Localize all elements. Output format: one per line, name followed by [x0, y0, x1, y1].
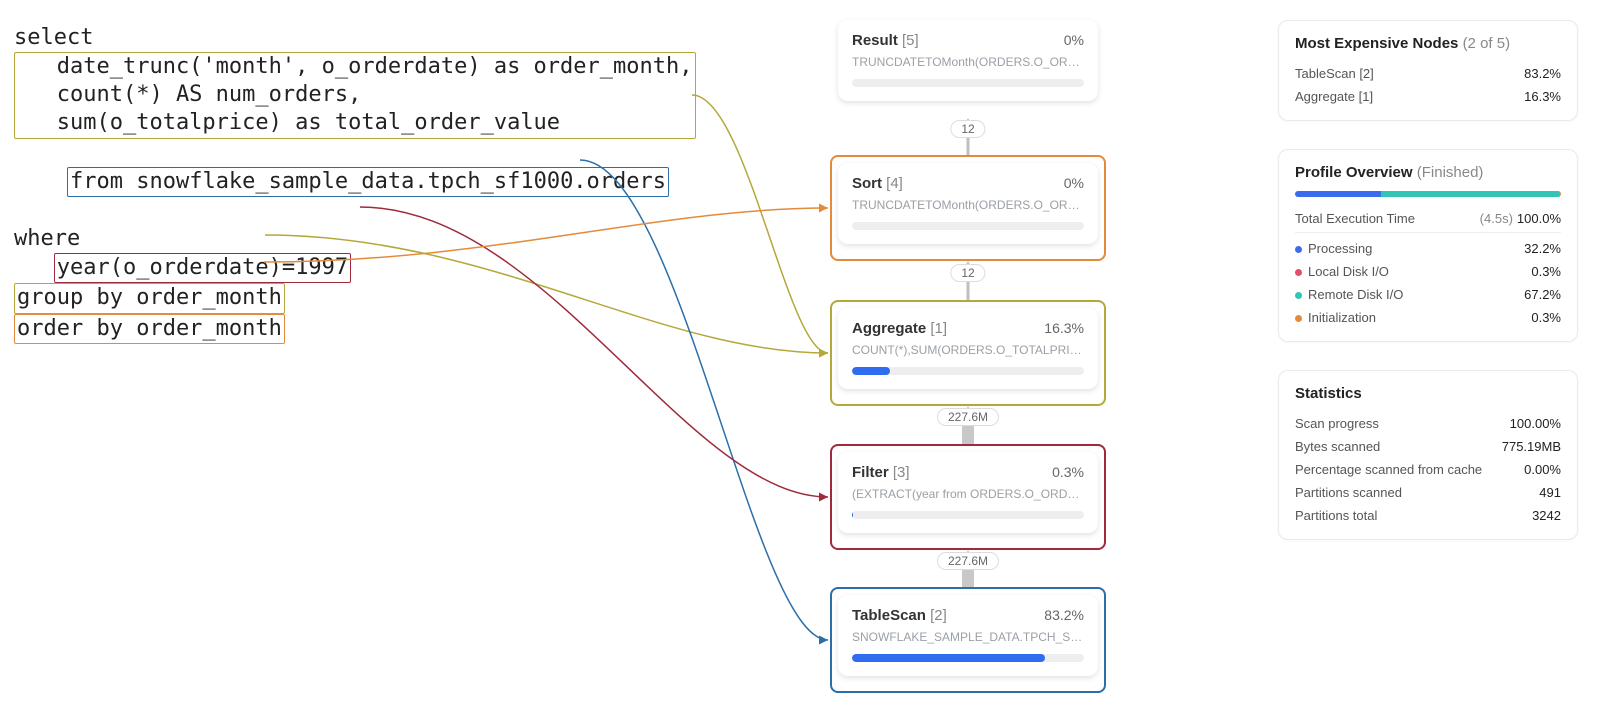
plan-node-aggregate[interactable]: Aggregate [1] 16.3% COUNT(*),SUM(ORDERS.O_… [838, 308, 1098, 389]
value: 67.2% [1524, 287, 1561, 302]
node-header: TableScan [2] 83.2% [852, 607, 1084, 624]
plan-node-tablescan[interactable]: TableScan [2] 83.2% SNOWFLAKE_SAMPLE_DATA.… [838, 595, 1098, 676]
value: (4.5s) 100.0% [1480, 211, 1561, 226]
label: TableScan [2] [1295, 66, 1374, 81]
stat-row: Partitions total 3242 [1295, 504, 1561, 527]
most-expensive-panel: Most Expensive Nodes (2 of 5) TableScan … [1278, 20, 1578, 121]
node-detail: SNOWFLAKE_SAMPLE_DATA.TPCH_SF1… [852, 630, 1084, 644]
node-detail: TRUNCDATETOMonth(ORDERS.O_ORDE… [852, 55, 1084, 69]
node-pct: 83.2% [1044, 607, 1084, 623]
panel-title: Most Expensive Nodes (2 of 5) [1295, 35, 1561, 52]
node-index: [3] [893, 464, 910, 481]
sidebar: Most Expensive Nodes (2 of 5) TableScan … [1278, 20, 1578, 540]
node-pct: 0% [1064, 175, 1084, 191]
profile-overview-panel: Profile Overview (Finished) Total Execut… [1278, 149, 1578, 342]
node-progress-bar [852, 367, 1084, 375]
label: Local Disk I/O [1295, 264, 1389, 279]
label: Remote Disk I/O [1295, 287, 1403, 302]
node-index: [2] [930, 607, 947, 624]
stat-row: Scan progress 100.00% [1295, 412, 1561, 435]
profile-row: Processing 32.2% [1295, 237, 1561, 260]
panel-title: Profile Overview (Finished) [1295, 164, 1561, 181]
overview-bar-segment [1381, 191, 1560, 197]
value: 32.2% [1524, 241, 1561, 256]
overview-bar-segment [1560, 191, 1561, 197]
node-title: Result [5] [852, 32, 919, 49]
node-title: Aggregate [1] [852, 320, 947, 337]
node-progress-bar [852, 79, 1084, 87]
expensive-node-row[interactable]: Aggregate [1] 16.3% [1295, 85, 1561, 108]
profile-row: Initialization 0.3% [1295, 306, 1561, 329]
label: Partitions scanned [1295, 485, 1402, 500]
node-index: [5] [902, 32, 919, 49]
panel-title-text: Most Expensive Nodes [1295, 35, 1458, 52]
overview-bar-segment [1295, 191, 1381, 197]
value: 100.00% [1510, 416, 1561, 431]
node-progress-bar [852, 222, 1084, 230]
node-index: [1] [930, 320, 947, 337]
value: 0.3% [1531, 310, 1561, 325]
node-index: [4] [886, 175, 903, 192]
panel-subtitle: (2 of 5) [1463, 35, 1511, 52]
node-pct: 16.3% [1044, 320, 1084, 336]
profile-row: Remote Disk I/O 67.2% [1295, 283, 1561, 306]
value: 0.3% [1531, 264, 1561, 279]
profile-row: Local Disk I/O 0.3% [1295, 260, 1561, 283]
paren: (4.5s) [1480, 211, 1513, 226]
stat-row: Percentage scanned from cache 0.00% [1295, 458, 1561, 481]
node-progress-bar [852, 654, 1084, 662]
label: Initialization [1295, 310, 1376, 325]
legend-dot-icon [1295, 315, 1302, 322]
panel-title: Statistics [1295, 385, 1561, 402]
node-title: Sort [4] [852, 175, 903, 192]
node-header: Result [5] 0% [852, 32, 1084, 49]
value: 775.19MB [1502, 439, 1561, 454]
node-header: Sort [4] 0% [852, 175, 1084, 192]
plan-node-filter[interactable]: Filter [3] 0.3% (EXTRACT(year from ORDERS.… [838, 452, 1098, 533]
expensive-node-row[interactable]: TableScan [2] 83.2% [1295, 62, 1561, 85]
value: 3242 [1532, 508, 1561, 523]
label: Scan progress [1295, 416, 1379, 431]
plan-node-result[interactable]: Result [5] 0% TRUNCDATETOMonth(ORDERS.O_OR… [838, 20, 1098, 101]
legend-dot-icon [1295, 269, 1302, 276]
node-detail: (EXTRACT(year from ORDERS.O_ORDER… [852, 487, 1084, 501]
node-pct: 0% [1064, 32, 1084, 48]
profile-total-row: Total Execution Time (4.5s) 100.0% [1295, 207, 1561, 233]
profile-overview-bar [1295, 191, 1561, 197]
pct: 100.0% [1517, 211, 1561, 226]
value: 83.2% [1524, 66, 1561, 81]
legend-dot-icon [1295, 246, 1302, 253]
legend-dot-icon [1295, 292, 1302, 299]
node-detail: COUNT(*),SUM(ORDERS.O_TOTALPRICE) [852, 343, 1084, 357]
edge-rowcount-pill: 12 [950, 264, 985, 282]
stat-row: Partitions scanned 491 [1295, 481, 1561, 504]
node-detail: TRUNCDATETOMonth(ORDERS.O_ORDE… [852, 198, 1084, 212]
stat-row: Bytes scanned 775.19MB [1295, 435, 1561, 458]
node-title: TableScan [2] [852, 607, 947, 624]
edge-rowcount-pill: 12 [950, 120, 985, 138]
node-title: Filter [3] [852, 464, 910, 481]
label: Bytes scanned [1295, 439, 1380, 454]
node-progress-bar [852, 511, 1084, 519]
label: Total Execution Time [1295, 211, 1415, 226]
label: Aggregate [1] [1295, 89, 1373, 104]
edge-rowcount-pill: 227.6M [937, 552, 999, 570]
label: Percentage scanned from cache [1295, 462, 1482, 477]
node-header: Aggregate [1] 16.3% [852, 320, 1084, 337]
panel-subtitle: (Finished) [1417, 164, 1484, 181]
plan-node-sort[interactable]: Sort [4] 0% TRUNCDATETOMonth(ORDERS.O_ORDE… [838, 163, 1098, 244]
panel-title-text: Profile Overview [1295, 164, 1413, 181]
edge-rowcount-pill: 227.6M [937, 408, 999, 426]
value: 491 [1539, 485, 1561, 500]
statistics-panel: Statistics Scan progress 100.00% Bytes sca… [1278, 370, 1578, 540]
label: Partitions total [1295, 508, 1377, 523]
value: 0.00% [1524, 462, 1561, 477]
value: 16.3% [1524, 89, 1561, 104]
node-pct: 0.3% [1052, 464, 1084, 480]
label: Processing [1295, 241, 1372, 256]
node-header: Filter [3] 0.3% [852, 464, 1084, 481]
